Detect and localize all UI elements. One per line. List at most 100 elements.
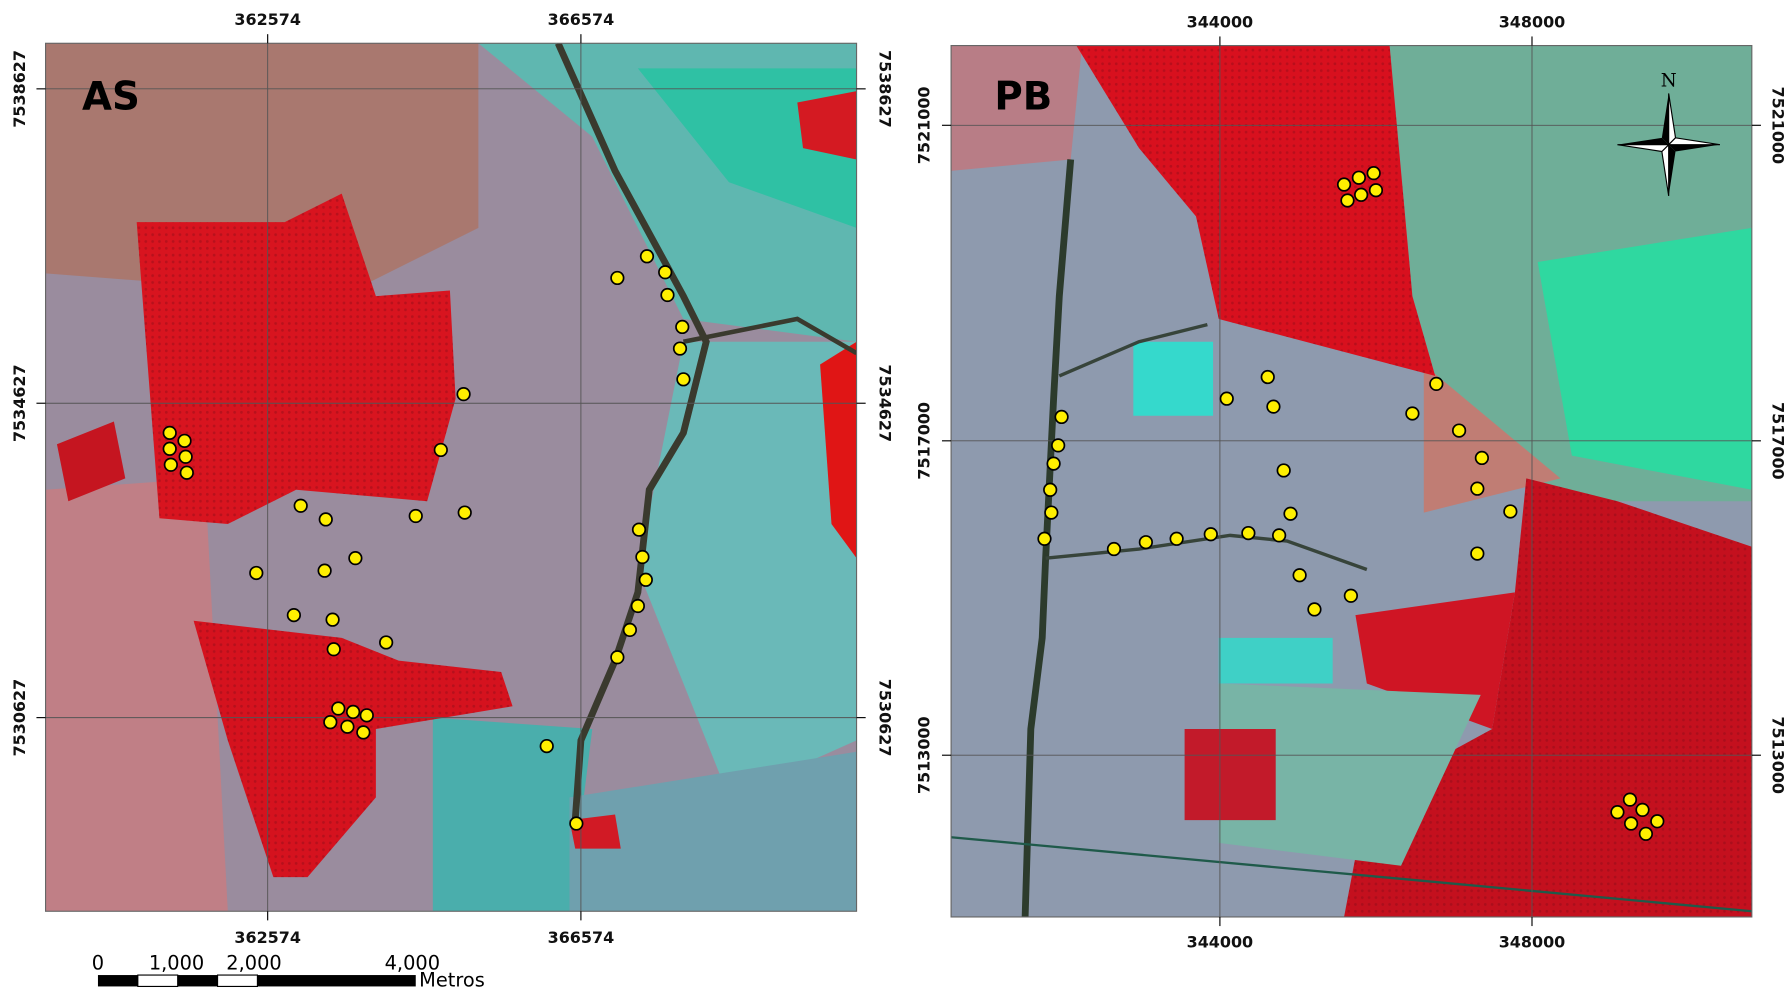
sample-point xyxy=(341,720,354,733)
sample-point xyxy=(661,289,674,302)
scale-bar: 0 1,000 2,000 4,000 Metros xyxy=(92,951,485,991)
x-tick-label: 366574 xyxy=(548,10,615,29)
x-tick-label: 348000 xyxy=(1499,933,1566,952)
panel-label: AS xyxy=(82,74,140,119)
sample-point xyxy=(632,600,645,613)
x-tick-label: 348000 xyxy=(1499,12,1566,31)
satellite-image-as xyxy=(46,43,857,911)
sample-point xyxy=(1640,828,1653,841)
sample-point xyxy=(1353,171,1366,184)
sample-point xyxy=(1453,424,1466,437)
sample-point xyxy=(1471,547,1484,560)
sample-point xyxy=(1277,464,1290,477)
sample-point xyxy=(1045,506,1058,519)
sample-point xyxy=(1611,806,1624,819)
sample-point xyxy=(540,740,553,753)
sample-point xyxy=(361,709,374,722)
sample-point xyxy=(1504,505,1517,518)
sample-point xyxy=(1651,815,1664,828)
satellite-image-pb xyxy=(951,46,1752,917)
y-tick-label: 7534627 xyxy=(875,364,894,442)
sample-point xyxy=(163,443,176,456)
sample-point xyxy=(347,706,360,719)
y-tick-label: 7517000 xyxy=(1768,402,1786,480)
sample-point xyxy=(1430,378,1443,391)
sample-point xyxy=(1636,804,1649,817)
sample-point xyxy=(1170,533,1183,546)
sample-point xyxy=(1205,528,1218,541)
y-tick-label: 7521000 xyxy=(914,86,933,164)
sample-point xyxy=(318,564,331,577)
y-tick-label: 7538627 xyxy=(875,50,894,128)
sample-point xyxy=(633,523,646,536)
sample-point xyxy=(1261,371,1274,384)
sample-point xyxy=(1220,392,1233,405)
sample-point xyxy=(1624,793,1637,806)
map-figure: 362574 362574 366574 366574 7538627 7538627 75… xyxy=(0,0,1786,991)
sample-point xyxy=(1293,569,1306,582)
sample-point xyxy=(570,817,583,830)
sample-point xyxy=(458,506,471,519)
sample-point xyxy=(1047,457,1060,470)
sample-point xyxy=(288,609,301,622)
sample-point xyxy=(674,342,687,355)
sample-point xyxy=(640,574,653,587)
sample-point xyxy=(1140,536,1153,549)
sample-point xyxy=(1355,189,1368,202)
sample-point xyxy=(179,451,192,464)
sample-point xyxy=(1338,178,1351,191)
sample-point xyxy=(1273,529,1286,542)
sample-point xyxy=(319,513,332,526)
sample-point xyxy=(1267,400,1280,413)
sample-point xyxy=(457,388,470,401)
sample-point xyxy=(1044,484,1057,497)
x-tick-label: 362574 xyxy=(234,10,301,29)
y-tick-label: 7534627 xyxy=(10,364,29,442)
sample-point xyxy=(1345,589,1358,602)
sample-point xyxy=(624,624,637,637)
sample-point xyxy=(250,567,263,580)
sample-point xyxy=(1370,184,1383,197)
sample-point xyxy=(326,613,339,626)
scale-unit: Metros xyxy=(419,968,485,991)
sample-point xyxy=(327,643,340,656)
north-label: N xyxy=(1661,71,1677,92)
sample-point xyxy=(163,427,176,440)
x-tick-label: 362574 xyxy=(234,928,301,947)
panel-label: PB xyxy=(994,74,1052,119)
sample-point xyxy=(659,266,672,279)
x-tick-label: 366574 xyxy=(548,928,615,947)
sample-point xyxy=(1038,533,1051,546)
y-tick-label: 7513000 xyxy=(1768,716,1786,794)
sample-point xyxy=(380,636,393,649)
sample-point xyxy=(165,458,178,471)
y-tick-label: 7517000 xyxy=(914,402,933,480)
sample-point xyxy=(181,466,194,479)
sample-point xyxy=(1406,407,1419,420)
sample-point xyxy=(1367,167,1380,180)
x-tick-label: 344000 xyxy=(1187,933,1254,952)
sample-point xyxy=(1284,507,1297,520)
sample-point xyxy=(349,552,362,565)
sample-point xyxy=(1471,482,1484,495)
sample-point xyxy=(178,435,191,448)
sample-point xyxy=(1308,603,1321,616)
sample-point xyxy=(357,726,370,739)
y-tick-label: 7538627 xyxy=(10,50,29,128)
scale-label: 2,000 xyxy=(226,951,281,974)
sample-point xyxy=(1108,543,1121,556)
sample-point xyxy=(409,510,422,523)
sample-point xyxy=(1625,817,1638,830)
sample-point xyxy=(435,444,448,457)
y-tick-label: 7513000 xyxy=(914,716,933,794)
y-tick-label: 7521000 xyxy=(1768,86,1786,164)
sample-point xyxy=(636,551,649,564)
sample-point xyxy=(1242,527,1255,540)
y-tick-label: 7530627 xyxy=(10,679,29,757)
sample-point xyxy=(676,321,689,334)
sample-point xyxy=(324,716,337,729)
y-tick-label: 7530627 xyxy=(875,679,894,757)
sample-point xyxy=(611,651,624,664)
sample-point xyxy=(332,702,345,715)
sample-point xyxy=(677,373,690,386)
